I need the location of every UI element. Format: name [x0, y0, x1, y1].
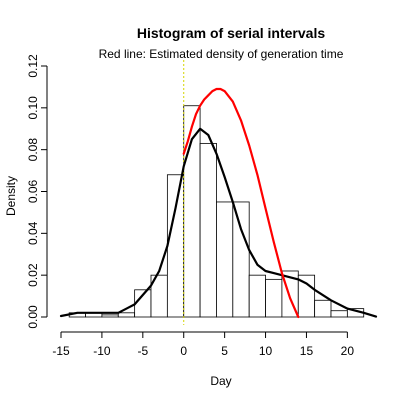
y-tick-label: 0.02 [26, 263, 40, 287]
x-tick-label: -5 [137, 344, 148, 358]
density-lines [59, 87, 378, 319]
chart-title: Histogram of serial intervals [137, 25, 326, 41]
y-tick-label: 0.06 [26, 179, 40, 203]
y-tick-label: 0.08 [26, 138, 40, 162]
y-axis-label: Density [4, 176, 18, 216]
y-tick-label: 0.00 [26, 305, 40, 329]
black-density-line [59, 127, 378, 318]
histogram-bar [199, 142, 217, 318]
x-tick-label: 15 [300, 344, 314, 358]
x-tick-label: 10 [259, 344, 273, 358]
axes: -15 -10 -5 0 5 10 15 20 0.00 0.02 0.04 0.06 0.08 0.10… [26, 54, 354, 358]
histogram-bar [101, 314, 119, 318]
x-tick-label: 5 [221, 344, 228, 358]
y-tick-label: 0.04 [26, 221, 40, 245]
x-tick-label: 20 [341, 344, 355, 358]
histogram-bar [314, 299, 332, 318]
histogram-bar [166, 174, 185, 318]
red-generation-time-line [182, 87, 300, 319]
histogram-bar [117, 312, 136, 318]
y-tick-label: 0.10 [26, 96, 40, 120]
y-tick-label: 0.12 [26, 54, 40, 78]
x-tick-label: -15 [52, 344, 70, 358]
histogram-bar [330, 310, 348, 318]
histogram-bar [232, 201, 250, 318]
histogram-bar [216, 201, 234, 318]
x-tick-label: 0 [180, 344, 187, 358]
x-tick-label: -10 [93, 344, 111, 358]
chart-subtitle: Red line: Estimated density of generatio… [99, 47, 344, 61]
histogram-bar [265, 278, 283, 318]
x-axis-label: Day [210, 374, 231, 388]
histogram-bar [248, 274, 266, 318]
histogram-bars [68, 105, 365, 318]
